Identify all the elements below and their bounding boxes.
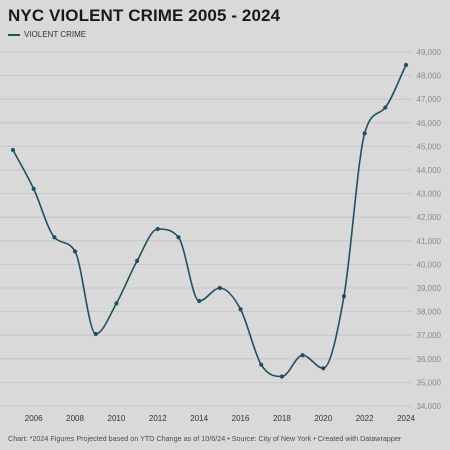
y-tick-label: 48,000 [417, 72, 442, 81]
series-line-violent-crime [12, 64, 407, 378]
x-tick-label: 2010 [108, 414, 126, 423]
data-point [341, 294, 347, 299]
x-tick-label: 2014 [190, 414, 208, 423]
y-tick-label: 42,000 [417, 213, 442, 222]
x-tick-label: 2020 [314, 414, 332, 423]
x-tick-label: 2006 [25, 414, 43, 423]
data-point [259, 362, 264, 367]
y-tick-label: 34,000 [417, 402, 442, 411]
data-point [93, 331, 98, 337]
data-point [403, 62, 409, 68]
legend-label: VIOLENT CRIME [24, 30, 87, 39]
x-tick-label: 2018 [273, 414, 291, 423]
data-point [279, 374, 284, 379]
y-tick-label: 36,000 [417, 355, 442, 364]
y-tick-label: 49,000 [417, 48, 442, 57]
y-tick-label: 37,000 [417, 331, 442, 340]
chart-footer: Chart: *2024 Figures Projected based on … [8, 434, 402, 443]
chart-title: NYC VIOLENT CRIME 2005 - 2024 [8, 6, 281, 25]
data-point [321, 366, 326, 371]
y-tick-label: 40,000 [417, 260, 442, 269]
data-point [238, 307, 243, 312]
data-point [362, 131, 367, 136]
data-point [176, 235, 181, 240]
data-point [383, 105, 388, 110]
data-point [72, 249, 78, 254]
data-point [135, 258, 140, 263]
data-point [300, 353, 305, 358]
x-tick-label: 2024 [397, 414, 415, 423]
y-tick-label: 43,000 [417, 190, 442, 199]
y-tick-label: 41,000 [417, 237, 442, 246]
y-tick-label: 39,000 [417, 284, 442, 293]
x-tick-label: 2008 [66, 414, 84, 423]
data-point [52, 235, 57, 240]
legend-swatch [8, 33, 20, 36]
x-tick-label: 2012 [149, 414, 167, 423]
y-tick-label: 46,000 [417, 119, 442, 128]
data-point [10, 147, 16, 153]
x-tick-label: 2016 [232, 414, 250, 423]
data-point [155, 226, 160, 232]
x-tick-label: 2022 [356, 414, 374, 423]
y-tick-label: 35,000 [417, 378, 442, 387]
y-tick-label: 45,000 [417, 142, 442, 151]
y-tick-label: 47,000 [417, 95, 442, 104]
data-point [217, 285, 222, 291]
data-point [197, 298, 202, 304]
y-tick-label: 44,000 [417, 166, 442, 175]
data-point [114, 301, 119, 306]
legend: VIOLENT CRIME [8, 30, 86, 39]
data-point [31, 186, 36, 191]
y-tick-label: 38,000 [417, 308, 442, 317]
